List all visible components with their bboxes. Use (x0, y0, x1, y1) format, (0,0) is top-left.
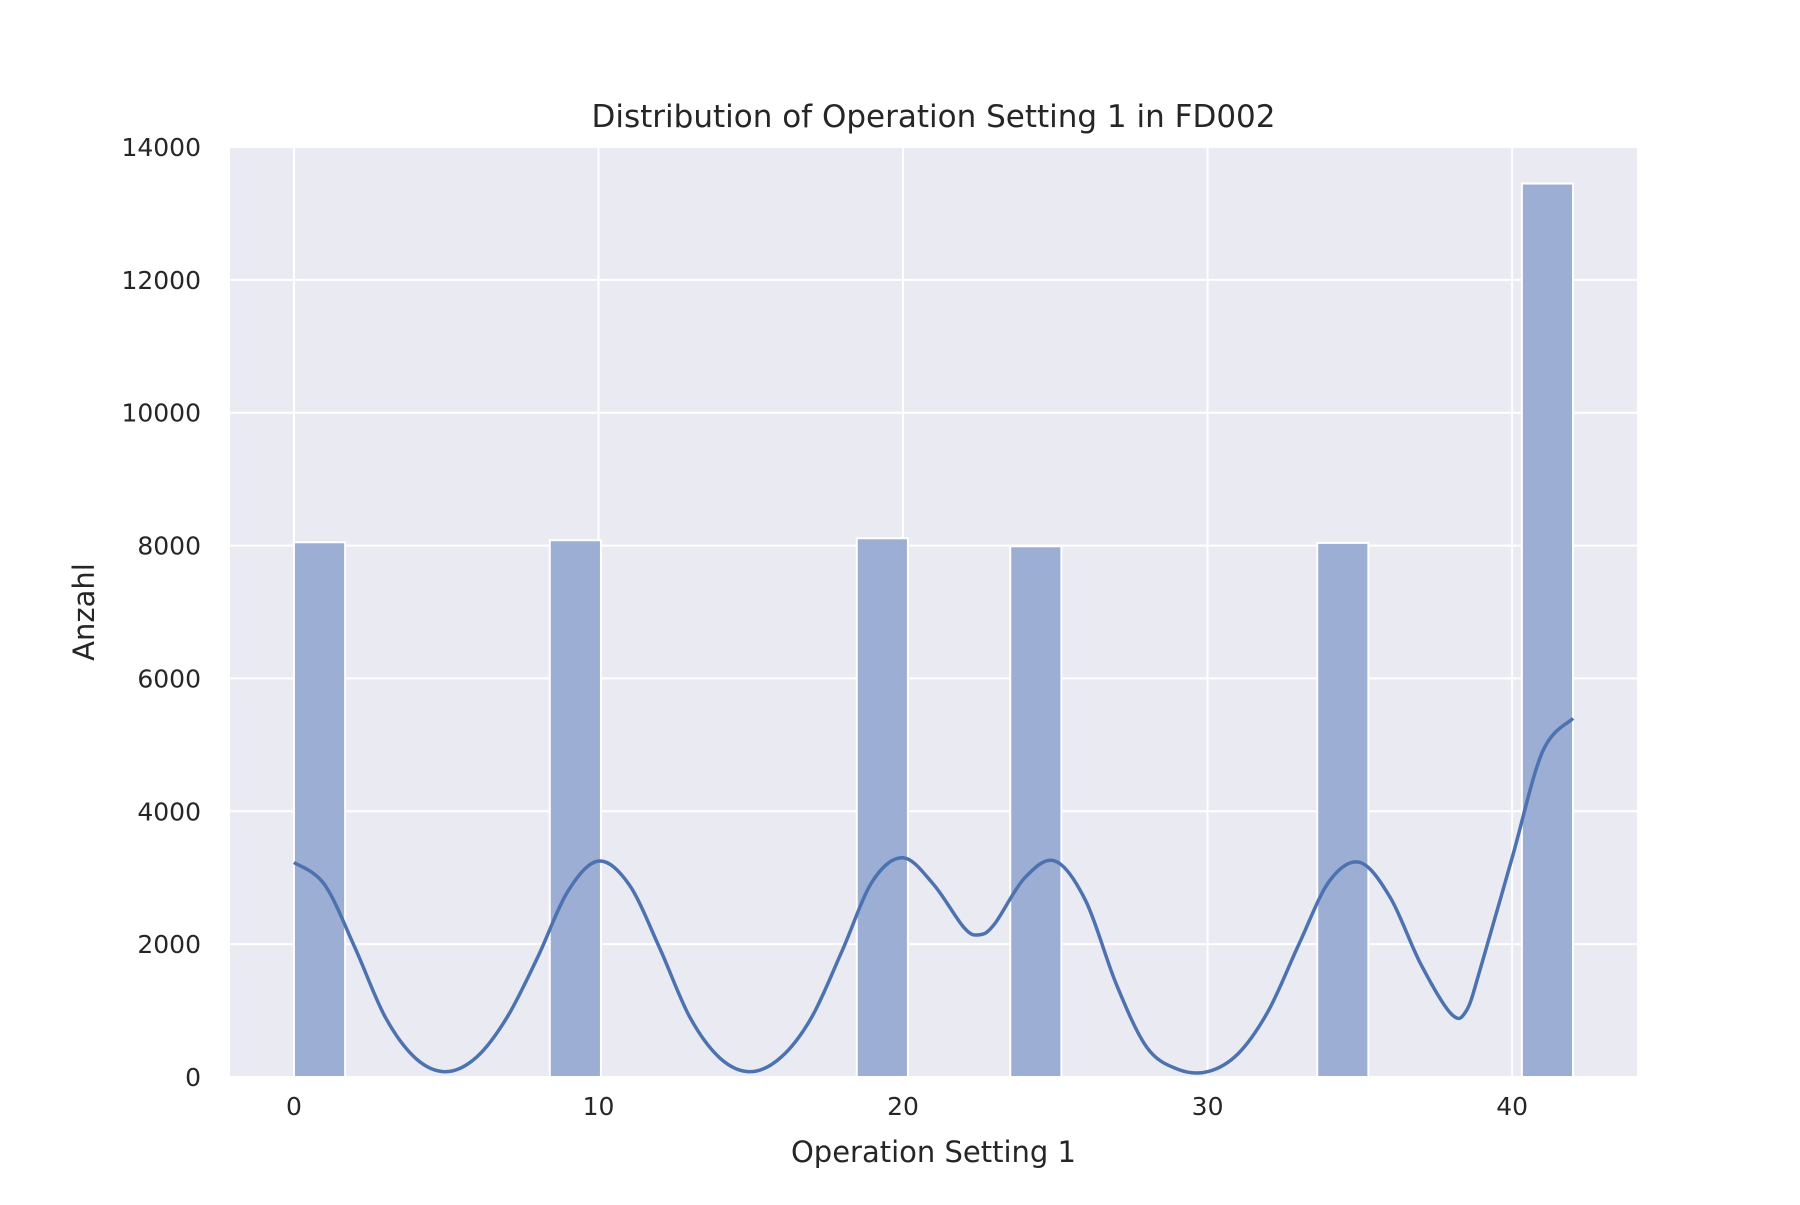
y-tick-label: 8000 (137, 532, 201, 561)
y-tick-label: 14000 (121, 133, 201, 162)
histogram-bars (292, 182, 1575, 1079)
x-tick-labels: 0 10 20 30 40 (286, 1092, 1528, 1121)
y-axis-label: Anzahl (67, 563, 101, 661)
histogram-bar (292, 541, 347, 1078)
y-tick-label: 0 (185, 1063, 201, 1092)
y-tick-label: 12000 (121, 266, 201, 295)
y-tick-label: 4000 (137, 797, 201, 826)
y-tick-labels: 0 2000 4000 6000 8000 10000 12000 14000 (121, 133, 201, 1092)
histogram-bar (855, 537, 909, 1078)
histogram-bar (1009, 545, 1063, 1078)
x-tick-label: 0 (286, 1092, 302, 1121)
x-tick-label: 20 (887, 1092, 919, 1121)
plot-area (230, 147, 1637, 1077)
x-tick-label: 30 (1192, 1092, 1224, 1121)
chart-title: Distribution of Operation Setting 1 in F… (592, 99, 1276, 135)
x-axis-label: Operation Setting 1 (791, 1135, 1076, 1169)
histogram-bar (548, 539, 602, 1078)
histogram-bar (1316, 541, 1370, 1078)
gridlines (230, 146, 1637, 1078)
x-tick-label: 10 (583, 1092, 615, 1121)
y-tick-label: 10000 (121, 399, 201, 428)
x-tick-label: 40 (1496, 1092, 1528, 1121)
y-tick-label: 6000 (137, 664, 201, 693)
histogram-bar (1520, 182, 1575, 1079)
y-tick-label: 2000 (137, 930, 201, 959)
kde-curve (292, 716, 1575, 1075)
